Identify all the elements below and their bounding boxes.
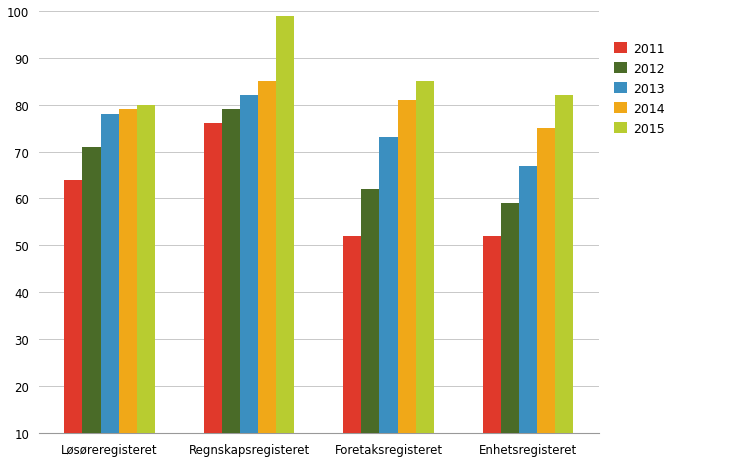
Bar [361, 189, 380, 433]
Bar [222, 110, 240, 433]
Bar [483, 236, 501, 433]
Bar [101, 115, 119, 433]
Bar [240, 96, 258, 433]
Bar [204, 124, 222, 433]
Bar [555, 96, 573, 433]
Bar [276, 17, 294, 433]
Bar [82, 148, 101, 433]
Bar [119, 110, 137, 433]
Legend: 2011, 2012, 2013, 2014, 2015: 2011, 2012, 2013, 2014, 2015 [610, 39, 669, 139]
Bar [519, 166, 537, 433]
Bar [137, 106, 155, 433]
Bar [415, 82, 434, 433]
Bar [258, 82, 276, 433]
Bar [343, 236, 361, 433]
Bar [537, 129, 555, 433]
Bar [380, 138, 398, 433]
Bar [501, 204, 519, 433]
Bar [398, 101, 415, 433]
Bar [64, 180, 82, 433]
